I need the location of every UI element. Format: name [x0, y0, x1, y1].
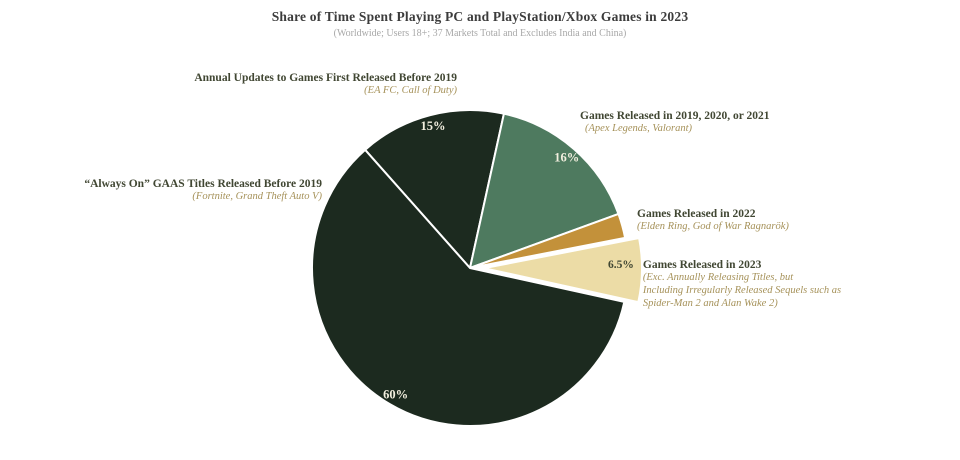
pct-label-inside: 16% [554, 150, 579, 164]
label-games-2023-text: Games Released in 2023 (Exc. Annually Re… [643, 258, 841, 310]
slice-label-examples: (Fortnite, Grand Theft Auto V) [192, 191, 322, 203]
slice-label-title: Annual Updates to Games First Released B… [194, 72, 457, 84]
slice-label-title: Games Released in 2019, 2020, or 2021 [580, 110, 770, 122]
pie-slice [364, 109, 505, 269]
slice-label-title: “Always On” GAAS Titles Released Before … [84, 178, 322, 190]
pie-slice [469, 212, 627, 269]
slice-label-examples-line3: Spider-Man 2 and Alan Wake 2) [642, 297, 778, 309]
label-games-2023-row: 6.5% Games Released in 2023 (Exc. Annual… [608, 258, 841, 310]
slice-label-title: Games Released in 2022 [637, 208, 756, 220]
pie-slice [311, 148, 626, 427]
pie-slice [482, 237, 643, 304]
label-games-2019-2021: Games Released in 2019, 2020, or 2021 (A… [580, 109, 770, 136]
chart-title: Share of Time Spent Playing PC and PlayS… [271, 9, 689, 24]
label-always-on: “Always On” GAAS Titles Released Before … [84, 177, 322, 204]
slice-label-examples-line2: Including Irregularly Released Sequels s… [642, 284, 842, 296]
label-games-2022: Games Released in 2022 (Elden Ring, God … [637, 207, 789, 234]
slice-label-title: Games Released in 2023 [642, 259, 762, 271]
pct-label-inside: 15% [420, 119, 445, 133]
slice-label-examples-line1: (Exc. Annually Releasing Titles, but [642, 272, 794, 284]
label-games-2023: 6.5% Games Released in 2023 (Exc. Annual… [608, 258, 841, 310]
slice-label-examples: (EA FC, Call of Duty) [364, 85, 457, 97]
pct-label-6-5: 6.5% [608, 259, 634, 271]
chart-subtitle: (Worldwide; Users 18+; 37 Markets Total … [333, 28, 627, 39]
label-annual-updates: Annual Updates to Games First Released B… [194, 71, 457, 98]
pie-slice [469, 112, 620, 269]
slice-label-examples: (Elden Ring, God of War Ragnarök) [637, 221, 789, 233]
pct-label-inside: 60% [383, 388, 408, 402]
slice-label-examples: (Apex Legends, Valorant) [585, 123, 693, 135]
